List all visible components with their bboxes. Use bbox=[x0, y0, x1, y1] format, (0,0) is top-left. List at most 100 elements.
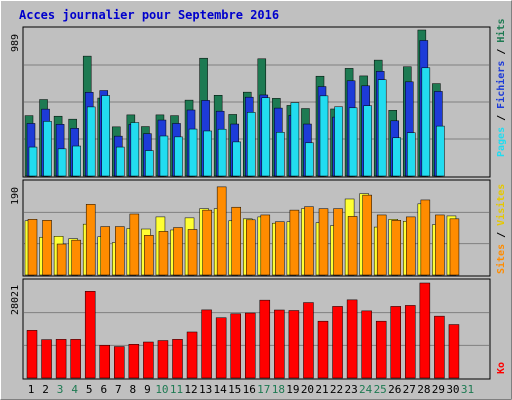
bar-kb bbox=[390, 306, 401, 379]
legend-pages: Pages bbox=[496, 127, 507, 157]
day-label: 26 bbox=[388, 383, 401, 396]
legend-kb: Ko bbox=[496, 362, 507, 374]
bar-kb bbox=[201, 309, 212, 379]
day-label: 9 bbox=[144, 383, 151, 396]
bar-sites bbox=[406, 216, 416, 276]
legend-separator: / bbox=[496, 43, 507, 61]
bar-pages bbox=[290, 102, 300, 177]
day-label: 23 bbox=[344, 383, 357, 396]
bar-sites bbox=[216, 186, 227, 276]
bar-sites bbox=[144, 235, 154, 276]
legend-sites: Sites bbox=[495, 244, 507, 274]
bar-pages bbox=[276, 132, 285, 177]
bar-kb bbox=[157, 340, 169, 379]
chart-title: Acces journalier pour Septembre 2016 bbox=[19, 8, 279, 22]
bar-sites bbox=[129, 213, 140, 276]
ymax-label-kb: 28021 bbox=[10, 285, 21, 315]
bar-kb bbox=[375, 320, 387, 379]
bar-kb bbox=[245, 312, 256, 379]
bar-kb bbox=[274, 309, 285, 379]
bar-pages bbox=[130, 122, 140, 177]
bar-sites bbox=[275, 221, 285, 276]
bar-kb bbox=[332, 306, 343, 379]
day-label: 3 bbox=[57, 383, 64, 396]
bar-kb bbox=[55, 339, 67, 379]
bar-sites bbox=[115, 226, 125, 276]
bar-pages bbox=[145, 150, 154, 177]
day-label: 13 bbox=[199, 383, 212, 396]
day-label: 20 bbox=[301, 383, 314, 396]
bar-kb bbox=[99, 344, 110, 379]
bar-pages bbox=[174, 136, 183, 177]
legend-separator: / bbox=[496, 226, 507, 244]
legend-files: Fichiers bbox=[495, 61, 507, 109]
bar-pages bbox=[28, 146, 38, 177]
day-label: 1 bbox=[28, 383, 35, 396]
bar-kb bbox=[41, 339, 52, 379]
bar-kb bbox=[259, 299, 271, 379]
chart-bars bbox=[24, 29, 489, 379]
day-label: 21 bbox=[315, 383, 328, 396]
bar-pages bbox=[159, 135, 169, 177]
ymax-label-hits: 989 bbox=[10, 34, 21, 52]
bar-pages bbox=[407, 132, 416, 177]
bar-pages bbox=[421, 67, 431, 177]
bar-kb bbox=[303, 302, 314, 379]
bar-kb bbox=[346, 299, 358, 379]
day-label: 19 bbox=[286, 383, 299, 396]
bar-sites bbox=[27, 219, 38, 276]
bar-pages bbox=[116, 146, 125, 177]
day-label: 17 bbox=[257, 383, 270, 396]
bar-kb bbox=[317, 320, 329, 379]
day-label: 31 bbox=[461, 383, 474, 396]
day-label: 27 bbox=[403, 383, 416, 396]
day-label: 16 bbox=[243, 383, 256, 396]
bar-kb bbox=[215, 317, 227, 379]
bar-pages bbox=[392, 137, 401, 177]
bar-pages bbox=[348, 107, 358, 177]
bar-kb bbox=[172, 339, 183, 379]
bar-pages bbox=[86, 106, 96, 177]
bar-kb bbox=[230, 313, 241, 379]
day-label: 2 bbox=[42, 383, 49, 396]
bar-pages bbox=[57, 148, 67, 177]
bar-pages bbox=[334, 106, 343, 177]
day-label: 11 bbox=[170, 383, 183, 396]
bar-sites bbox=[71, 239, 81, 276]
bar-pages bbox=[436, 125, 445, 177]
bar-pages bbox=[377, 79, 387, 177]
bar-sites bbox=[260, 214, 271, 276]
bar-sites bbox=[246, 219, 256, 276]
bar-kb bbox=[288, 310, 300, 379]
bar-pages bbox=[305, 142, 314, 177]
day-label: 10 bbox=[155, 383, 168, 396]
bar-sites bbox=[420, 199, 431, 276]
legend-visits: Visites bbox=[495, 184, 507, 226]
day-label: 22 bbox=[330, 383, 343, 396]
day-label: 29 bbox=[432, 383, 445, 396]
legend-hits-files-pages: Pages / Fichiers / Hits bbox=[495, 19, 507, 158]
bar-sites bbox=[391, 220, 401, 276]
bar-pages bbox=[203, 130, 212, 177]
day-label: 6 bbox=[100, 383, 107, 396]
bar-kb bbox=[186, 331, 198, 379]
bar-sites bbox=[100, 226, 110, 276]
bar-sites bbox=[158, 231, 169, 276]
bar-kb bbox=[84, 291, 96, 379]
bar-sites bbox=[173, 227, 183, 276]
bar-sites bbox=[376, 214, 387, 276]
day-label: 12 bbox=[184, 383, 197, 396]
day-label: 30 bbox=[446, 383, 459, 396]
bar-sites bbox=[231, 206, 241, 276]
bar-kb bbox=[419, 282, 431, 379]
bar-kb bbox=[128, 344, 140, 379]
bar-kb bbox=[405, 305, 416, 379]
legend-hits: Hits bbox=[495, 19, 507, 43]
bar-kb bbox=[434, 315, 445, 379]
bar-sites bbox=[42, 220, 52, 276]
bar-pages bbox=[363, 105, 372, 177]
bar-sites bbox=[318, 208, 329, 276]
bar-sites bbox=[435, 214, 445, 276]
bar-kb bbox=[114, 346, 125, 379]
